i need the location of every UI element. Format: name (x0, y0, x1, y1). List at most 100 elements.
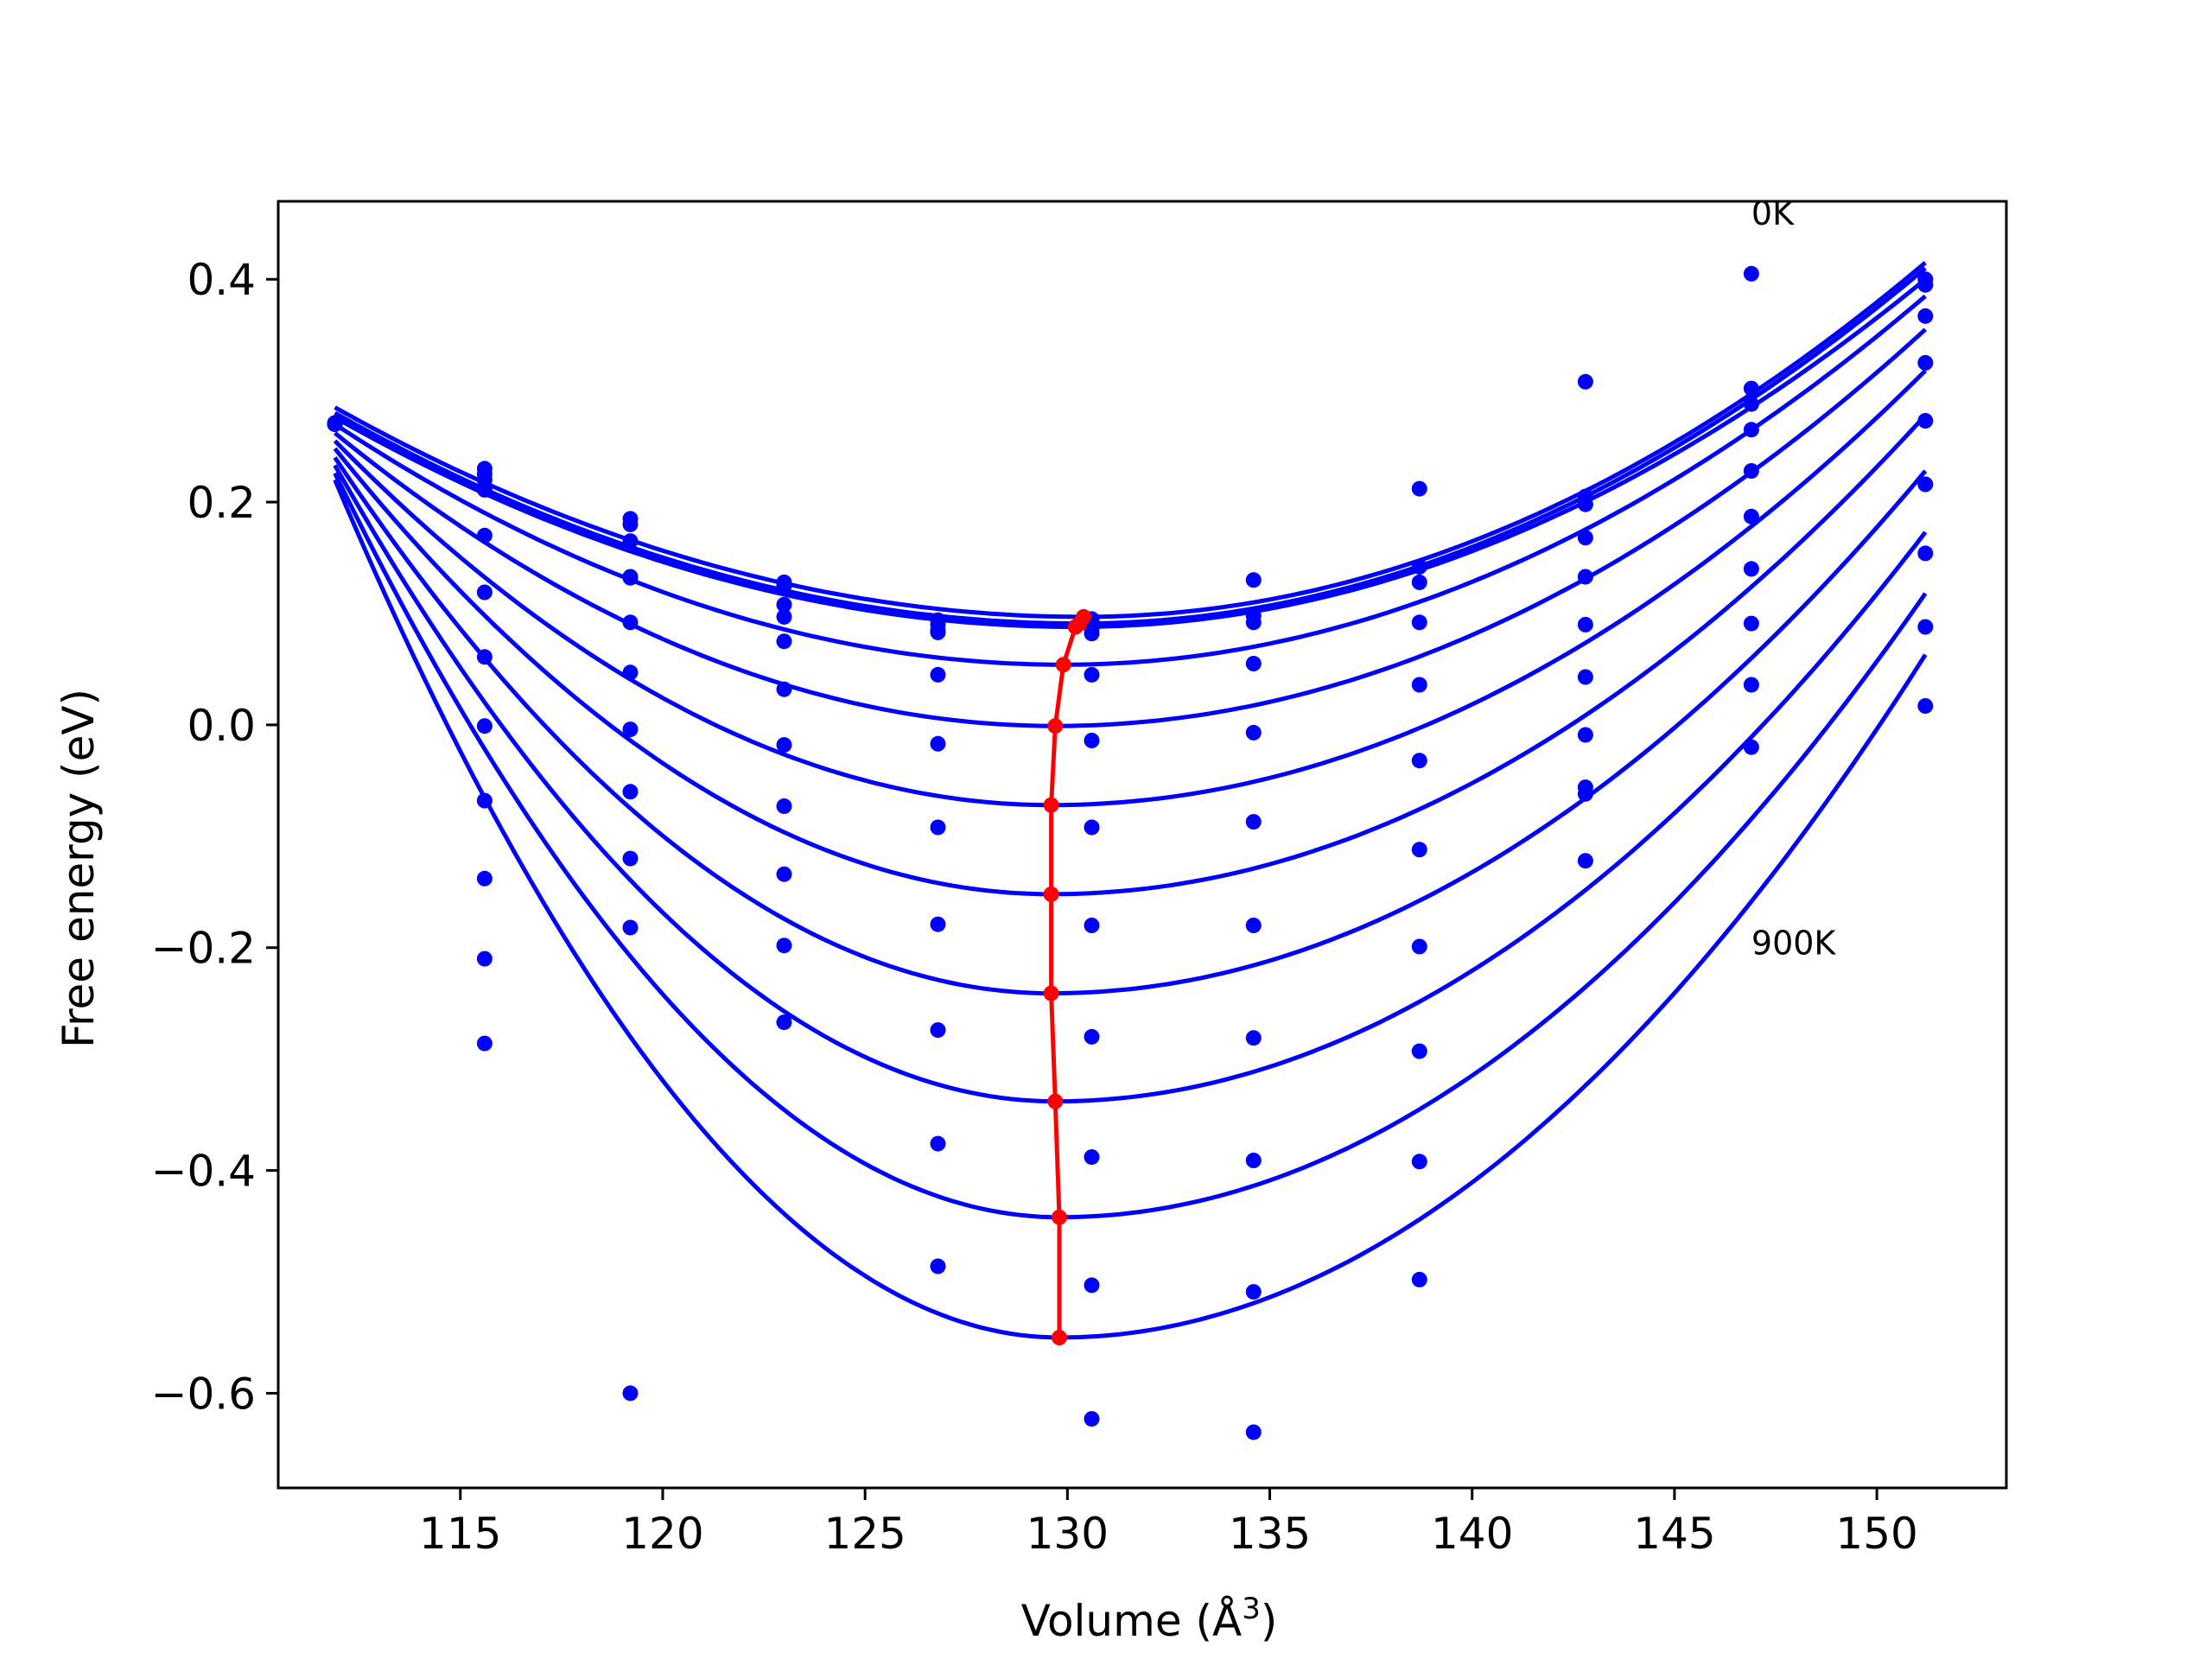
y-tick-label-4: 0.2 (187, 478, 256, 528)
data-point-3-9 (1743, 422, 1759, 438)
data-point-6-7 (1411, 842, 1427, 858)
data-point-10-1 (476, 950, 493, 967)
data-point-9-8 (1577, 853, 1593, 869)
x-tick-label-6: 145 (1633, 1509, 1715, 1559)
data-point-3-5 (1084, 666, 1100, 683)
y-tick-label-2: −0.2 (151, 924, 256, 974)
data-point-7-2 (622, 721, 639, 738)
data-point-9-7 (1411, 1154, 1427, 1170)
data-point-9-3 (776, 938, 792, 954)
minimum-point-10 (1052, 1330, 1067, 1345)
data-point-7-8 (1577, 727, 1593, 743)
x-tick-label-0: 115 (419, 1509, 501, 1559)
data-point-6-1 (476, 649, 493, 665)
fit-curve-7 (333, 456, 1928, 996)
data-point-8-5 (1084, 1149, 1100, 1166)
data-point-10-7 (1411, 1271, 1427, 1287)
data-point-2-6 (1245, 614, 1262, 631)
data-point-3-1 (476, 481, 493, 498)
y-tick-label-1: −0.4 (151, 1147, 256, 1197)
data-point-11-1 (476, 1035, 493, 1052)
data-point-8-7 (1411, 1043, 1427, 1059)
fit-curve-4 (334, 327, 1927, 728)
data-point-8-3 (776, 866, 792, 882)
fit-curve-6 (333, 413, 1928, 897)
data-point-4-7 (1411, 677, 1427, 693)
data-point-6-3 (776, 737, 792, 753)
data-point-5-9 (1743, 508, 1759, 524)
data-point-8-9 (1743, 677, 1759, 693)
minimum-point-9 (1052, 1209, 1067, 1225)
minimum-point-6 (1043, 886, 1059, 902)
data-point-2-9 (1743, 396, 1759, 412)
minimum-point-4 (1047, 718, 1064, 734)
data-point-9-1 (476, 870, 493, 887)
data-point-5-4 (930, 735, 946, 752)
data-point-0-3 (776, 608, 792, 625)
data-point-10-2 (622, 919, 639, 936)
data-point-4-8 (1577, 569, 1593, 585)
data-point-5-8 (1577, 616, 1593, 632)
data-point-0-6 (1245, 572, 1262, 588)
data-point-4-10 (1917, 354, 1934, 371)
data-point-6-10 (1917, 476, 1934, 493)
x-axis-label: Volume (Å3) (1021, 1592, 1278, 1646)
data-points (327, 265, 1934, 1440)
data-point-1-7 (1411, 558, 1427, 575)
data-point-3-8 (1577, 530, 1593, 546)
x-tick-label-2: 125 (823, 1509, 906, 1559)
data-point-5-7 (1411, 753, 1427, 769)
data-point-7-1 (476, 718, 493, 734)
data-point-5-10 (1917, 413, 1934, 429)
minimum-point-8 (1047, 1093, 1064, 1109)
fit-curve-9 (333, 472, 1928, 1220)
data-point-2-5 (1084, 626, 1100, 642)
minimum-point-2 (1067, 619, 1084, 635)
data-point-10-4 (930, 1258, 946, 1274)
x-tick-label-7: 150 (1835, 1509, 1917, 1559)
data-point-11-0 (327, 416, 343, 432)
data-point-0-9 (1743, 265, 1759, 282)
data-point-9-5 (1084, 1277, 1100, 1294)
data-point-4-3 (776, 633, 792, 650)
x-axis-ticks: 115 120 125 130 135 140 145 150 (419, 1488, 1918, 1559)
data-point-9-10 (1917, 698, 1934, 714)
data-point-3-4 (930, 622, 946, 639)
x-tick-label-4: 135 (1229, 1509, 1311, 1559)
data-point-8-4 (930, 1022, 946, 1039)
data-point-2-7 (1411, 574, 1427, 590)
minimum-point-7 (1043, 985, 1059, 1001)
data-point-10-6 (1245, 1424, 1262, 1440)
plot-area-frame (276, 200, 2008, 1490)
data-point-6-4 (930, 819, 946, 836)
data-point-7-10 (1917, 545, 1934, 562)
annotations: 0K 900K (1751, 194, 1837, 962)
y-tick-label-3: 0.0 (187, 701, 256, 751)
y-tick-label-0: −0.6 (151, 1369, 256, 1419)
fit-curve-5 (333, 369, 1928, 808)
data-point-11-2 (622, 1385, 639, 1402)
x-tick-label-3: 130 (1027, 1509, 1109, 1559)
data-point-1-9 (1743, 380, 1759, 397)
data-point-9-4 (930, 1135, 946, 1152)
data-point-10-5 (1084, 1411, 1100, 1427)
data-point-5-1 (476, 584, 493, 601)
data-point-7-6 (1245, 1030, 1262, 1046)
data-point-9-2 (622, 850, 639, 867)
x-tick-label-1: 120 (621, 1509, 703, 1559)
data-point-7-7 (1411, 938, 1427, 955)
fit-curve-3 (334, 294, 1927, 667)
minimum-path (1043, 608, 1092, 1345)
data-point-6-2 (622, 664, 639, 681)
data-point-7-3 (776, 798, 792, 814)
data-point-7-5 (1084, 1028, 1100, 1045)
fit-curve-2 (334, 277, 1927, 629)
data-point-4-4 (930, 666, 946, 683)
data-point-9-9 (1743, 739, 1759, 755)
data-point-5-2 (622, 614, 639, 631)
data-point-0-8 (1577, 373, 1593, 390)
data-point-4-6 (1245, 724, 1262, 741)
data-point-7-9 (1743, 615, 1759, 632)
data-point-4-2 (622, 569, 639, 585)
